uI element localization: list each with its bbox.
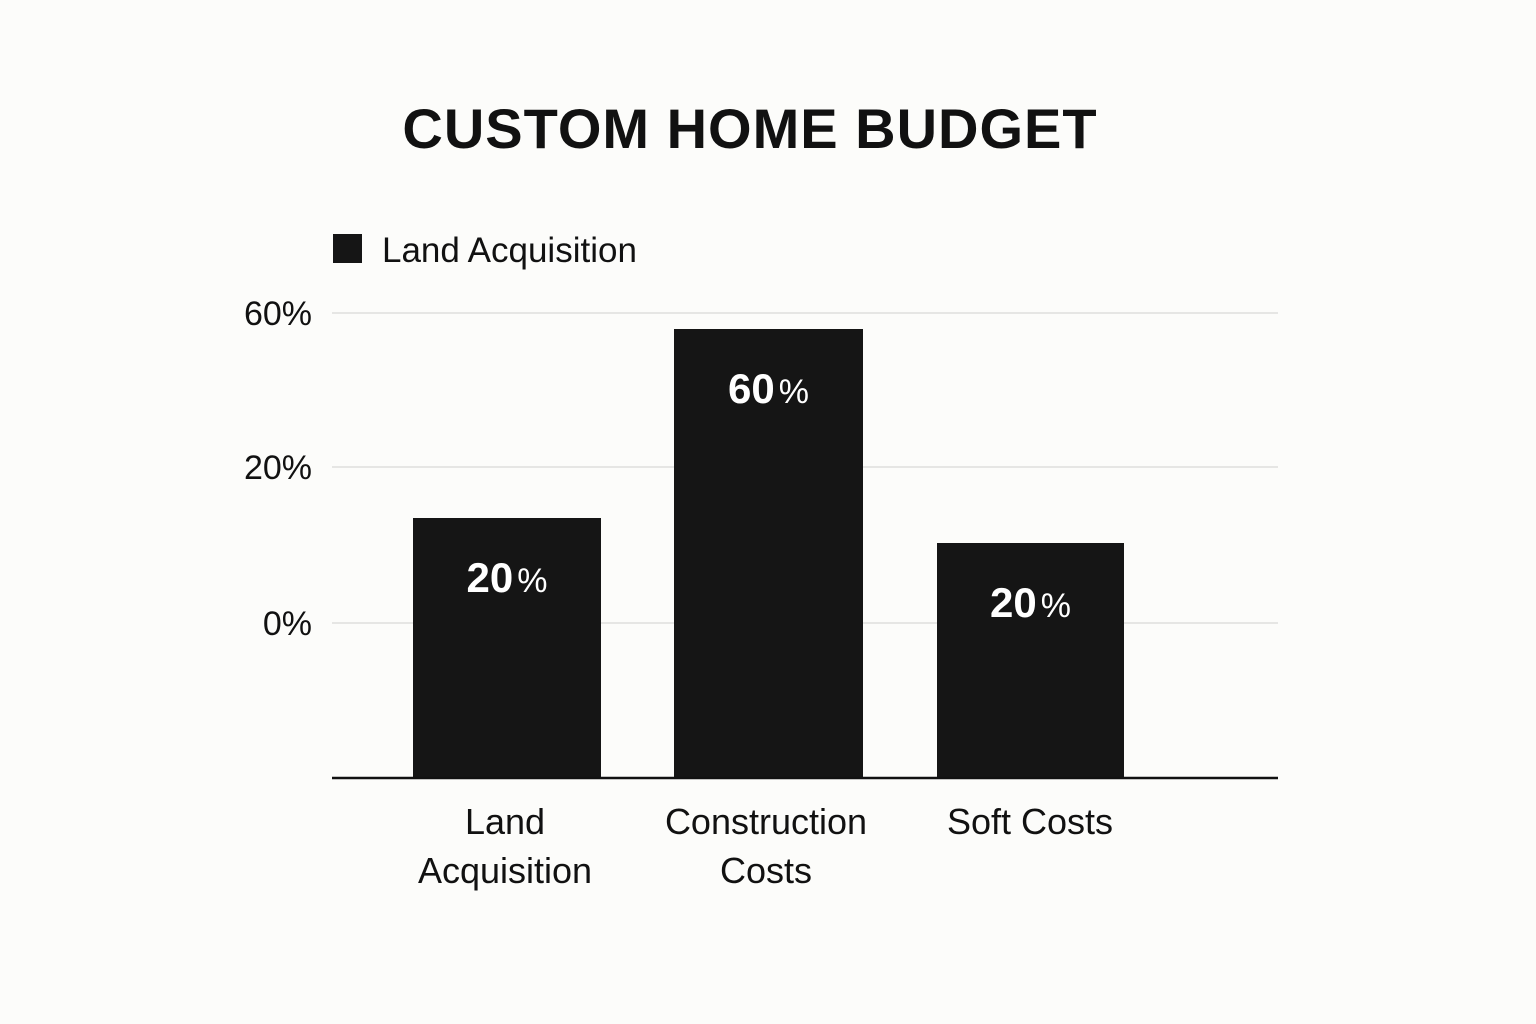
chart-title: CUSTOM HOME BUDGET	[402, 97, 1097, 160]
data-label: 20%	[990, 579, 1071, 626]
data-label: 20%	[467, 554, 548, 601]
bar	[674, 329, 863, 778]
data-label: 60%	[728, 365, 809, 412]
bars	[413, 329, 1124, 778]
legend-swatch	[333, 234, 362, 263]
x-category-label: Soft Costs	[947, 801, 1113, 842]
x-axis-categories: Land Acquisition Construction Costs Soft Cos…	[418, 801, 1113, 891]
legend-label: Land Acquisition	[382, 231, 637, 270]
x-category-label: Land Acquisition	[418, 801, 592, 891]
y-axis-ticks: 60% 20% 0%	[244, 295, 312, 643]
legend: Land Acquisition	[333, 231, 637, 270]
y-tick-label: 60%	[244, 295, 312, 333]
y-tick-label: 0%	[263, 605, 312, 643]
y-tick-label: 20%	[244, 449, 312, 487]
x-category-label: Construction Costs	[665, 801, 867, 891]
bar	[937, 543, 1124, 778]
data-labels: 20 % 60 % 20%	[467, 365, 1071, 626]
bar	[413, 518, 601, 778]
